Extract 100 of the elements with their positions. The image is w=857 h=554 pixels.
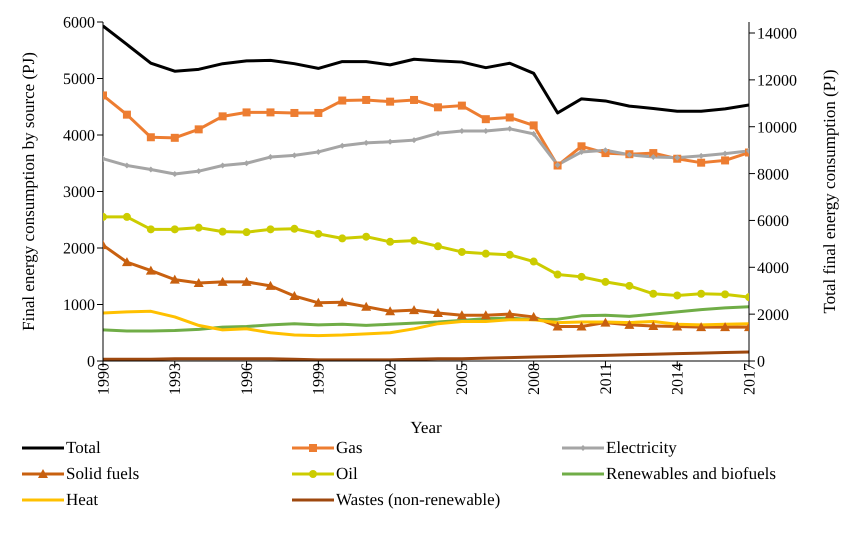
point xyxy=(697,158,706,167)
point xyxy=(290,224,298,233)
y-tick-label: 1000 xyxy=(63,297,95,314)
point xyxy=(600,318,610,327)
point xyxy=(409,305,420,314)
line-series xyxy=(103,310,749,338)
point xyxy=(170,134,179,142)
point xyxy=(146,266,156,275)
point xyxy=(649,290,658,298)
point xyxy=(482,115,490,124)
point xyxy=(314,230,322,238)
x-tick-label: 1993 xyxy=(167,363,184,395)
y2-tick-label: 12000 xyxy=(757,72,797,90)
x-axis-title: Year xyxy=(410,418,442,437)
point xyxy=(194,278,204,288)
point xyxy=(673,291,682,300)
point xyxy=(578,142,586,150)
point xyxy=(697,290,706,298)
x-tick-label: 2014 xyxy=(670,363,687,395)
y-tick-label: 4000 xyxy=(63,128,95,145)
point xyxy=(554,270,562,279)
point xyxy=(122,110,131,119)
point xyxy=(337,297,348,306)
y-tick-label: 3000 xyxy=(63,184,95,202)
point xyxy=(386,98,394,106)
point xyxy=(218,276,228,286)
point xyxy=(602,147,608,154)
point xyxy=(122,257,132,266)
point xyxy=(721,290,730,298)
y2-tick-label: 2000 xyxy=(757,306,789,324)
point xyxy=(434,242,442,250)
point xyxy=(362,96,370,104)
point xyxy=(480,310,491,320)
point xyxy=(530,121,538,130)
y2-tick-label: 10000 xyxy=(757,119,797,136)
point xyxy=(482,250,490,258)
point xyxy=(576,322,587,331)
point xyxy=(458,248,466,256)
point xyxy=(242,228,251,236)
point xyxy=(386,238,394,246)
point xyxy=(648,320,658,330)
point xyxy=(314,108,322,117)
y2-axis-title: Total final energy consumption (PJ) xyxy=(820,69,840,314)
point xyxy=(218,112,227,120)
y2-tick-label: 14000 xyxy=(757,26,797,43)
point xyxy=(410,96,418,104)
point xyxy=(290,108,298,117)
point xyxy=(170,225,179,234)
point xyxy=(530,258,538,266)
point xyxy=(266,108,274,116)
point xyxy=(696,322,706,332)
x-tick-label: 2008 xyxy=(526,363,544,395)
point xyxy=(434,103,442,112)
point xyxy=(265,280,276,290)
x-tick-label: 2005 xyxy=(454,363,472,395)
legend-label: Renewables and biofuels xyxy=(606,464,776,484)
point xyxy=(601,278,610,286)
legend-label: Electricity xyxy=(606,438,677,458)
x-tick-label: 2002 xyxy=(382,363,400,395)
legend-label: Heat xyxy=(66,490,98,510)
x-tick-label: 1996 xyxy=(238,363,256,395)
y-axis-title: Final energy consumption by source (PJ) xyxy=(19,52,38,331)
point xyxy=(625,282,634,290)
point xyxy=(338,96,346,105)
legend-label: Wastes (non-renewable) xyxy=(336,490,500,510)
legend-label: Gas xyxy=(336,438,362,458)
point xyxy=(362,232,370,241)
point xyxy=(504,309,515,318)
y2-tick-label: 0 xyxy=(757,354,765,371)
point xyxy=(650,154,656,160)
point xyxy=(506,113,514,122)
point xyxy=(146,133,155,142)
legend-label: Total xyxy=(66,438,101,458)
point xyxy=(721,156,730,164)
point xyxy=(242,108,251,116)
point xyxy=(456,310,467,320)
y2-tick-label: 8000 xyxy=(757,166,789,184)
point xyxy=(432,308,443,317)
point xyxy=(458,102,466,110)
x-tick-label: 1990 xyxy=(95,363,112,395)
point xyxy=(122,212,131,221)
y-tick-label: 5000 xyxy=(63,71,95,88)
y-tick-label: 2000 xyxy=(63,240,95,258)
point xyxy=(361,302,372,311)
x-tick-label: 2011 xyxy=(598,363,615,394)
x-tick-label: 1999 xyxy=(310,363,328,395)
point xyxy=(578,272,586,281)
point xyxy=(218,228,227,236)
point xyxy=(194,224,203,232)
point xyxy=(170,274,180,284)
point xyxy=(528,312,539,321)
point xyxy=(410,236,418,245)
point xyxy=(672,322,682,331)
legend-label: Oil xyxy=(336,464,358,484)
legend-label: Solid fuels xyxy=(66,464,140,484)
point xyxy=(194,125,203,134)
point xyxy=(242,276,252,286)
point xyxy=(146,225,155,234)
point xyxy=(313,298,324,307)
y2-tick-label: 4000 xyxy=(757,260,789,277)
